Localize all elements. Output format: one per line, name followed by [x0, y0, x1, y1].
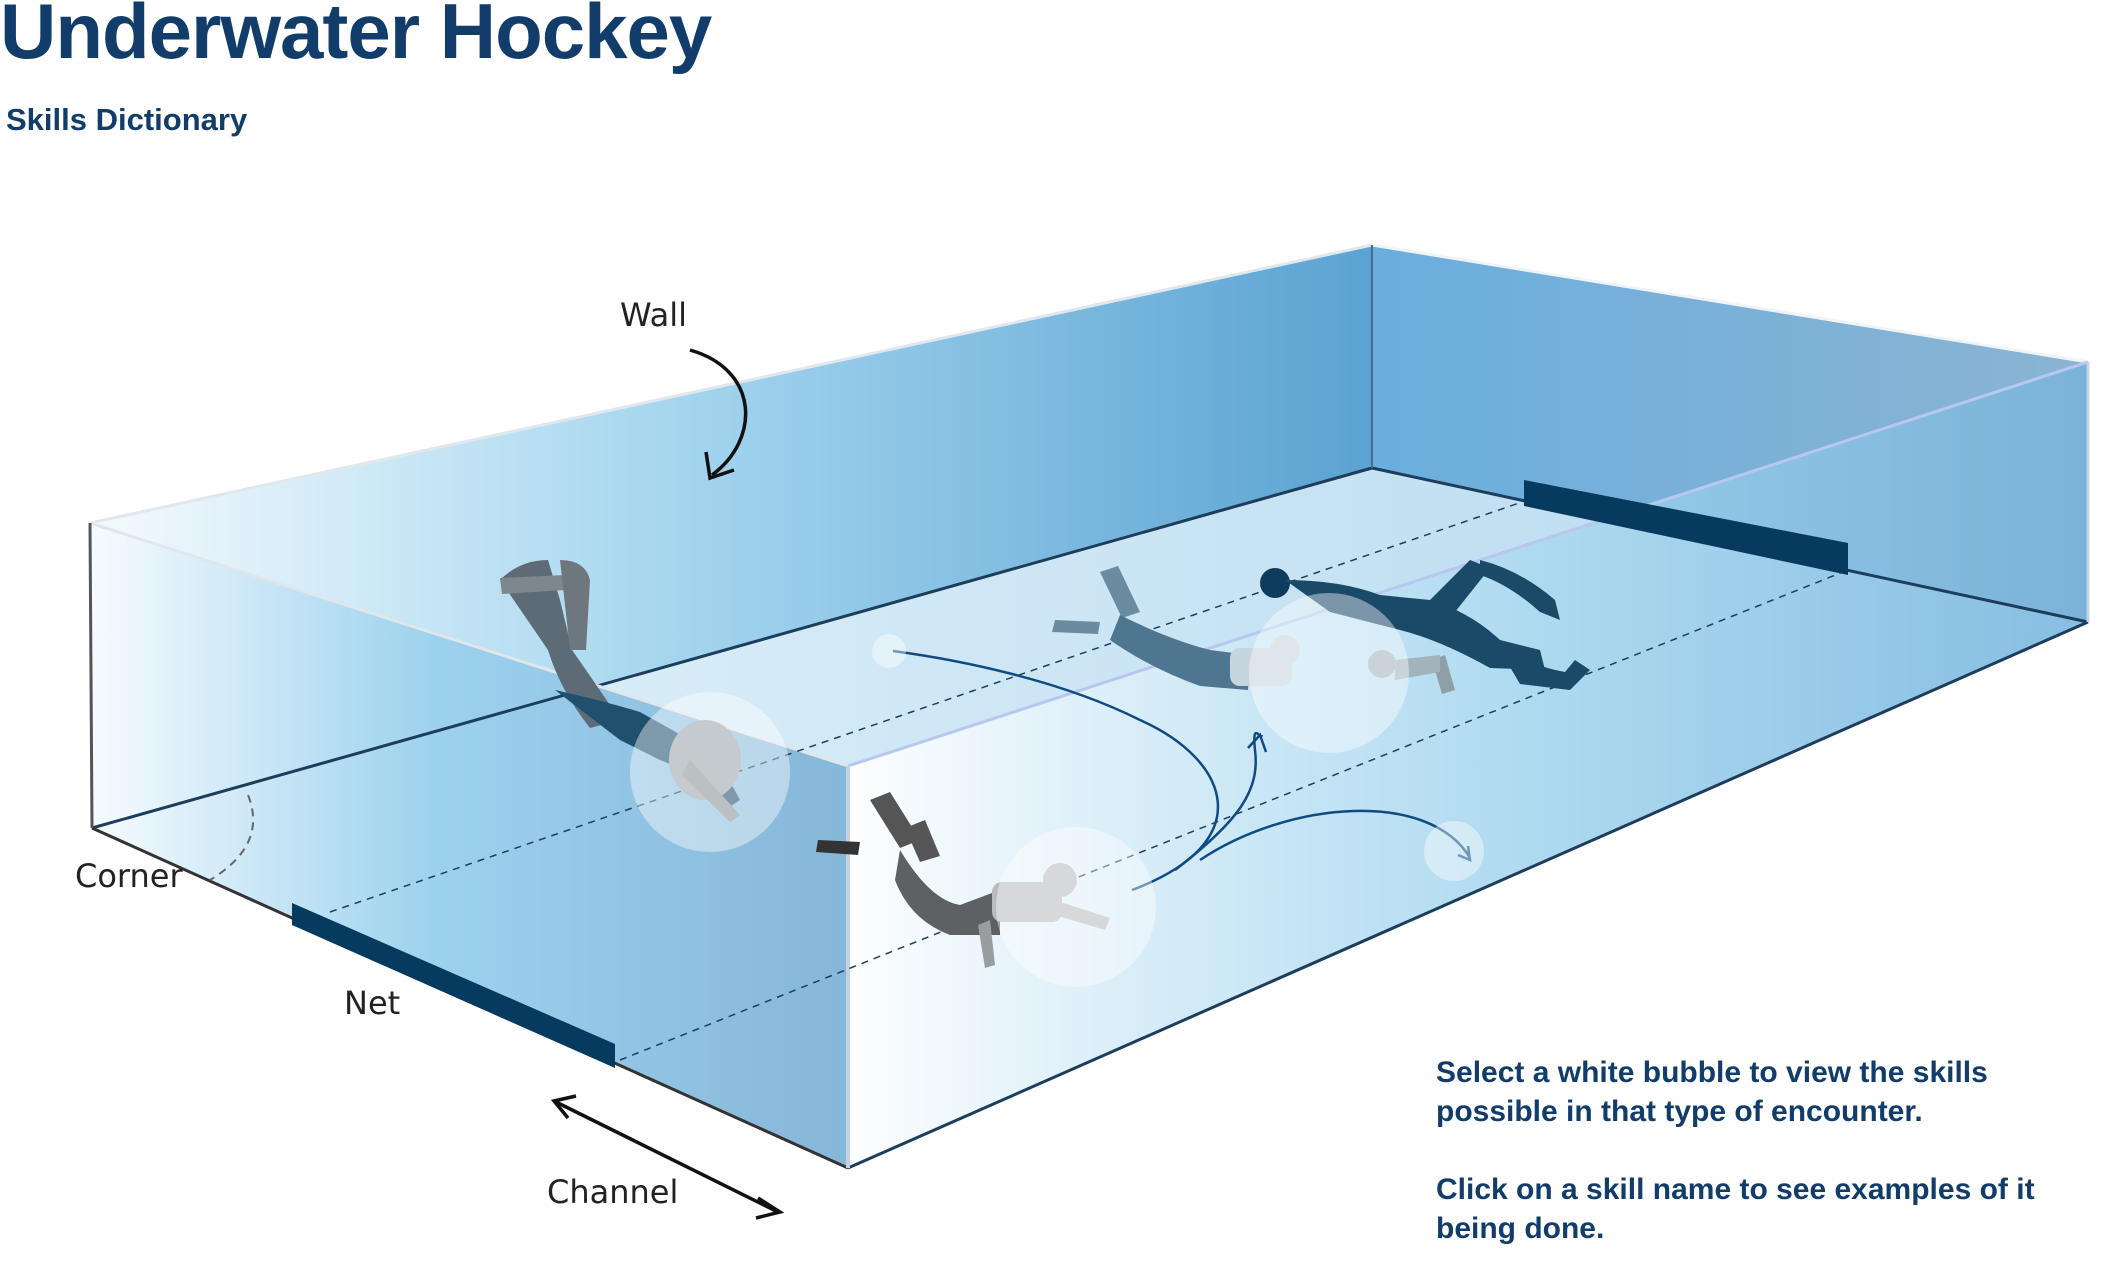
instruction-skills: Click on a skill name to see examples of… [1436, 1173, 2035, 1245]
far-net [1524, 480, 1848, 575]
encounter-bubble-player[interactable] [996, 827, 1156, 987]
label-channel: Channel [547, 1173, 678, 1211]
channel-arrow-icon [555, 1100, 779, 1214]
instruction-bubbles: Select a white bubble to view the skills… [1436, 1056, 1988, 1128]
diver-silhouette-icon [500, 560, 741, 822]
diver-silhouette-icon [816, 792, 1110, 968]
encounter-bubble-center[interactable] [1249, 593, 1409, 753]
encounter-bubble-small-puck[interactable] [872, 634, 906, 668]
diver-silhouette-icon [1260, 560, 1590, 694]
encounter-bubble-pass[interactable] [1424, 821, 1484, 881]
page-subtitle: Skills Dictionary [6, 102, 248, 137]
label-corner: Corner [75, 857, 183, 895]
pool-left-wall [90, 523, 848, 1168]
diver-silhouette-icon [1052, 566, 1300, 690]
pool-front-wall [848, 362, 2088, 1168]
near-net [292, 903, 615, 1068]
label-wall: Wall [620, 296, 687, 334]
page-title: Underwater Hockey [0, 0, 712, 75]
corner-arc-icon [209, 794, 255, 881]
play-paths [892, 649, 1472, 892]
encounter-bubble-wall[interactable] [630, 692, 790, 852]
wall-arrow-icon [689, 348, 748, 477]
label-net: Net [344, 984, 400, 1022]
